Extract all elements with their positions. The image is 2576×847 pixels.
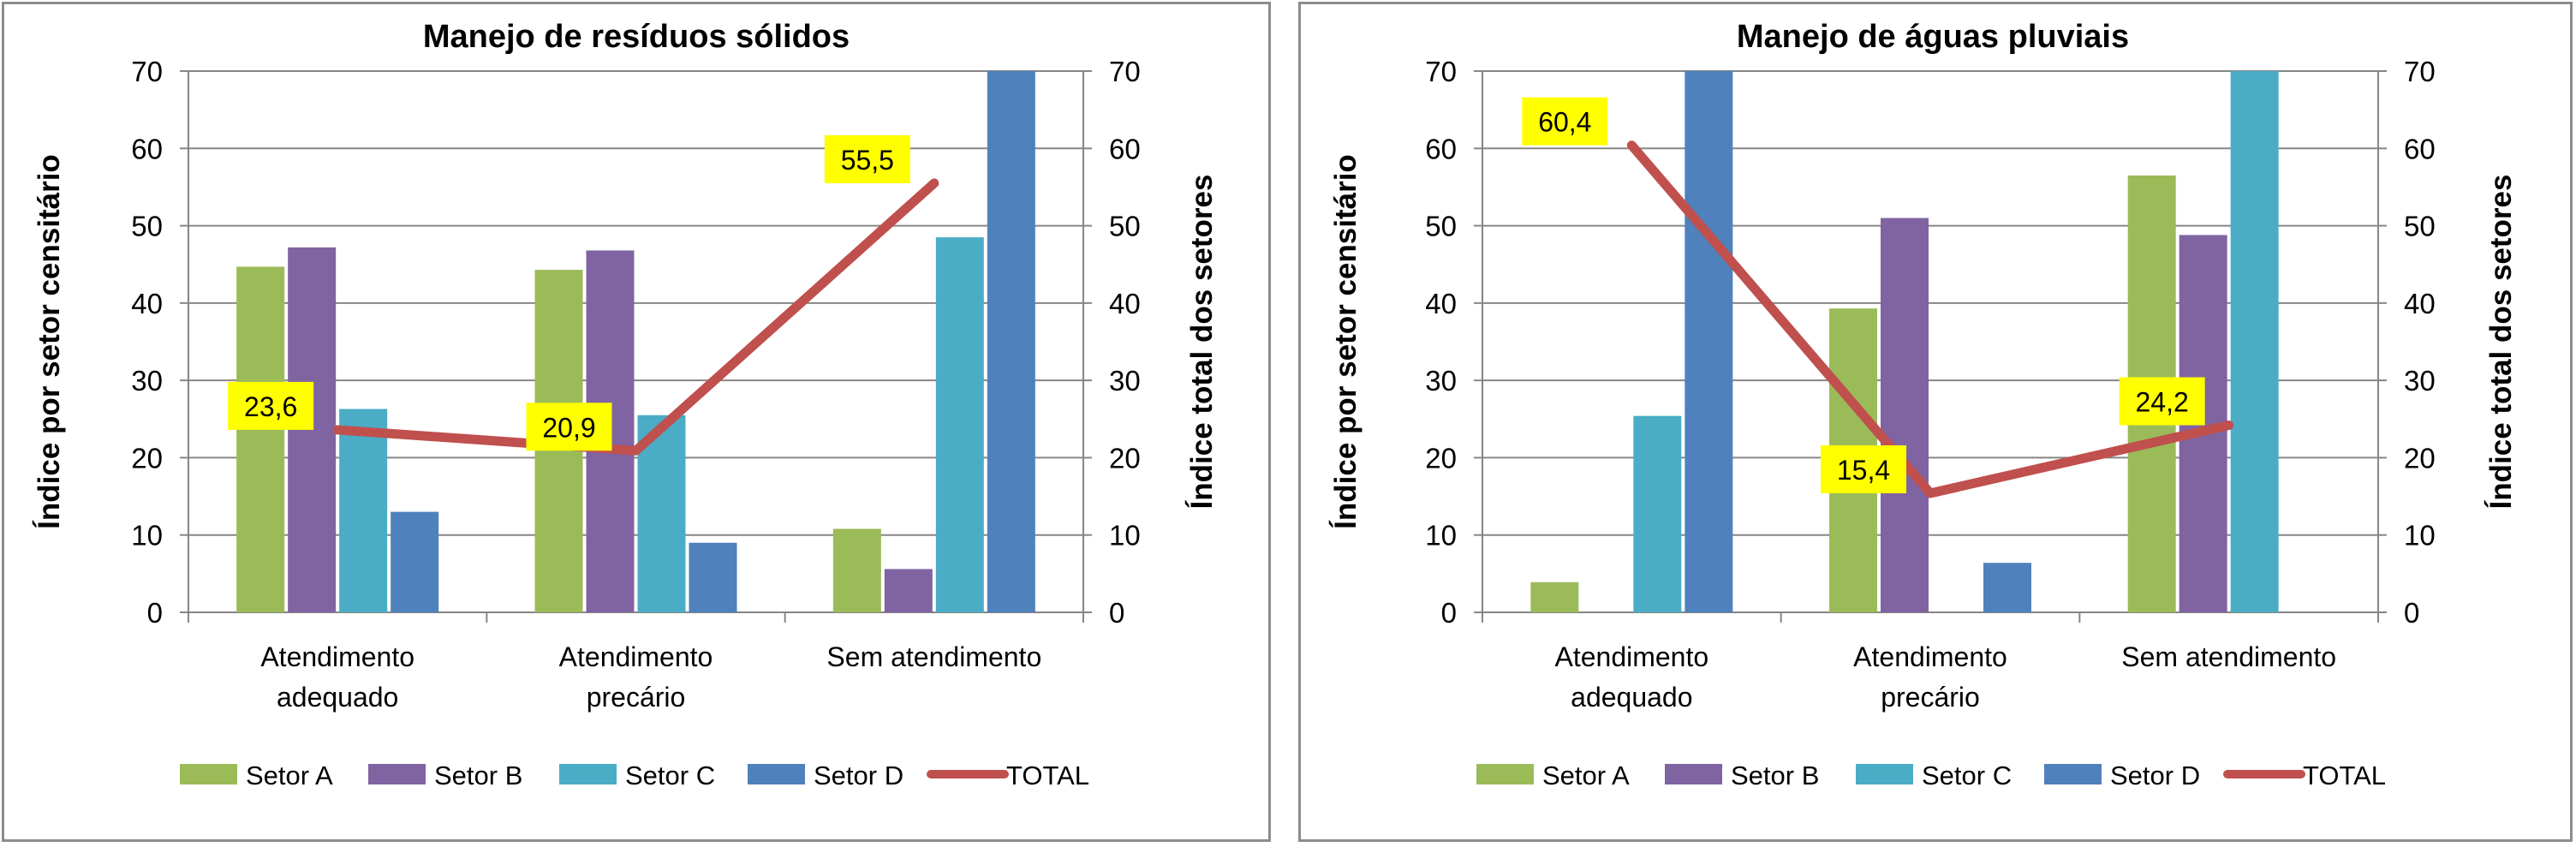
legend-label: Setor C xyxy=(1922,761,2012,790)
category-label: Atendimento xyxy=(1554,641,1708,672)
y-tick-label: 10 xyxy=(131,520,163,552)
chart-panel-residuos: Manejo de resíduos sólidos 0 0 10 10 20 20 30 30… xyxy=(2,2,1271,842)
y2-tick-label: 50 xyxy=(2404,211,2436,242)
y2-tick-label: 60 xyxy=(2404,133,2436,164)
y-tick-label: 0 xyxy=(1441,597,1457,629)
legend-swatch xyxy=(1476,764,1534,784)
y-tick-label: 30 xyxy=(1425,365,1457,397)
y2-axis-title: Índice total dos setores xyxy=(2484,175,2518,510)
y-tick-label: 50 xyxy=(1425,211,1457,242)
legend-swatch xyxy=(180,764,237,784)
y-tick-label: 70 xyxy=(131,56,163,87)
total-data-label: 55,5 xyxy=(841,145,894,176)
bar-setor-b xyxy=(884,569,933,612)
legend-label: Setor A xyxy=(246,761,333,790)
y-axis-title: Índice por setor censitário xyxy=(32,154,66,529)
bar-setor-d xyxy=(391,511,439,612)
data-label-background xyxy=(228,381,314,430)
y-tick-label: 70 xyxy=(1425,56,1457,87)
data-label-background xyxy=(824,134,910,183)
legend-swatch xyxy=(559,764,617,784)
y2-tick-label: 30 xyxy=(1109,365,1141,397)
y2-tick-label: 40 xyxy=(2404,288,2436,319)
legend-label: Setor B xyxy=(434,761,522,790)
bar-setor-c xyxy=(1633,415,1682,612)
y-tick-label: 20 xyxy=(1425,442,1457,474)
bar-setor-c xyxy=(339,409,388,612)
bar-setor-d xyxy=(1685,71,1733,612)
y-tick-label: 20 xyxy=(131,442,163,474)
category-label: Atendimento xyxy=(260,641,414,672)
legend-label: TOTAL xyxy=(1006,761,1089,790)
legend-swatch xyxy=(1665,764,1722,784)
legend-swatch xyxy=(368,764,426,784)
y2-axis-title: Índice total dos setores xyxy=(1184,175,1219,510)
y2-tick-label: 40 xyxy=(1109,288,1141,319)
y2-tick-label: 70 xyxy=(1109,56,1141,87)
legend-label: Setor D xyxy=(814,761,903,790)
total-data-label: 20,9 xyxy=(542,412,595,443)
y2-tick-label: 0 xyxy=(2404,597,2419,629)
category-label: Sem atendimento xyxy=(2121,641,2336,672)
bar-setor-a xyxy=(832,528,881,612)
category-label: adequado xyxy=(1571,682,1692,713)
total-line xyxy=(1626,140,2234,498)
legend-swatch xyxy=(1856,764,1913,784)
chart-title: Manejo de águas pluviais xyxy=(1737,19,2129,55)
y-tick-label: 60 xyxy=(131,133,163,164)
y2-tick-label: 30 xyxy=(2404,365,2436,397)
bar-setor-c xyxy=(2230,71,2279,612)
bar-setor-c xyxy=(935,237,984,612)
y2-tick-label: 10 xyxy=(2404,520,2436,552)
y-axis-title: Índice por setor censitário xyxy=(1328,154,1363,529)
category-label: Atendimento xyxy=(559,641,713,672)
y2-tick-label: 70 xyxy=(2404,56,2436,87)
bar-setor-d xyxy=(1983,563,2031,612)
bar-setor-b xyxy=(1881,218,1929,613)
data-label-background xyxy=(526,403,612,451)
chart-title: Manejo de resíduos sólidos xyxy=(423,19,850,55)
bar-setor-a xyxy=(1530,582,1579,612)
legend-label: TOTAL xyxy=(2303,761,2386,790)
legend-label: Setor C xyxy=(625,761,715,790)
y-tick-label: 50 xyxy=(131,211,163,242)
data-label-background xyxy=(2119,377,2205,426)
y-tick-label: 40 xyxy=(131,288,163,319)
category-label: Sem atendimento xyxy=(826,641,1041,672)
y-tick-label: 30 xyxy=(131,365,163,397)
total-data-label: 15,4 xyxy=(1837,455,1890,486)
y2-tick-label: 50 xyxy=(1109,211,1141,242)
total-data-label: 60,4 xyxy=(1538,107,1591,138)
data-label-background xyxy=(1522,97,1608,146)
data-label-background xyxy=(1821,444,1906,493)
category-label: precário xyxy=(587,682,686,713)
total-data-label: 24,2 xyxy=(2136,387,2189,418)
bar-setor-d xyxy=(689,542,737,612)
legend-swatch xyxy=(2044,764,2102,784)
y2-tick-label: 10 xyxy=(1109,520,1141,552)
category-label: adequado xyxy=(277,682,398,713)
category-label: Atendimento xyxy=(1853,641,2007,672)
y2-tick-label: 20 xyxy=(1109,442,1141,474)
y-tick-label: 40 xyxy=(1425,288,1457,319)
legend-swatch xyxy=(748,764,805,784)
y2-tick-label: 60 xyxy=(1109,133,1141,164)
legend-label: Setor D xyxy=(2110,761,2200,790)
bar-setor-a xyxy=(236,266,285,612)
y-tick-label: 60 xyxy=(1425,133,1457,164)
category-label: precário xyxy=(1881,682,1980,713)
chart-residuos-solidos: Manejo de resíduos sólidos 0 0 10 10 20 20 30 30… xyxy=(32,19,1219,790)
legend-label: Setor A xyxy=(1542,761,1630,790)
y-tick-label: 0 xyxy=(147,597,163,629)
y2-tick-label: 0 xyxy=(1109,597,1124,629)
bar-setor-d xyxy=(987,71,1035,612)
legend-label: Setor B xyxy=(1731,761,1819,790)
chart-panel-aguas: Manejo de águas pluviais 0 0 10 10 20 20 30 30 40… xyxy=(1298,2,2573,842)
chart-aguas-pluviais: Manejo de águas pluviais 0 0 10 10 20 20 30 30 40… xyxy=(1328,19,2518,790)
y2-tick-label: 20 xyxy=(2404,442,2436,474)
total-data-label: 23,6 xyxy=(244,391,297,422)
y-tick-label: 10 xyxy=(1425,520,1457,552)
total-line xyxy=(332,178,939,456)
